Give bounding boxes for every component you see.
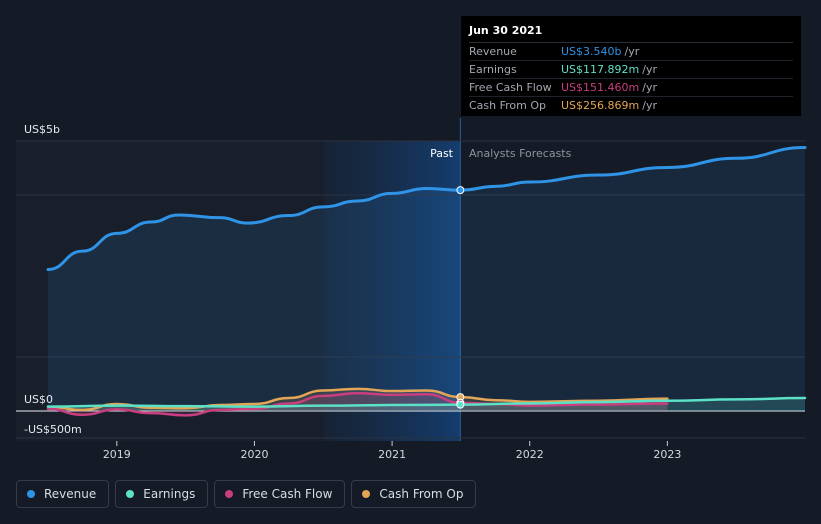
legend-label: Revenue [44, 487, 97, 501]
revenue-line [46, 145, 807, 272]
tooltip-unit: /yr [642, 63, 657, 76]
legend-item-cash-from-op[interactable]: Cash From Op [351, 480, 477, 508]
y-label-zero: US$0 [24, 393, 53, 406]
tooltip-unit: /yr [642, 81, 657, 94]
legend-dot-icon [362, 490, 371, 498]
y-label-top: US$5b [24, 123, 60, 136]
revenue-area [48, 147, 805, 412]
tooltip-value: US$117.892m [561, 63, 640, 76]
revenue-point [456, 186, 465, 195]
past-label: Past [430, 147, 454, 160]
tooltip-date: Jun 30 2021 [469, 24, 793, 43]
legend-item-revenue[interactable]: Revenue [16, 480, 110, 508]
tooltip-row: Earnings US$117.892m/yr [469, 61, 793, 79]
x-tick-label-2019: 2019 [103, 448, 131, 461]
forecast-label: Analysts Forecasts [469, 147, 572, 160]
tooltip: Jun 30 2021 Revenue US$3.540b/yr Earnings U… [461, 16, 801, 116]
tooltip-label: Free Cash Flow [469, 81, 552, 94]
tooltip-label: Earnings [469, 63, 517, 76]
tooltip-label: Cash From Op [469, 99, 547, 112]
legend-label: Earnings [143, 487, 196, 501]
earnings-line [46, 396, 807, 408]
tooltip-unit: /yr [642, 99, 657, 112]
cash-from-op-line [46, 387, 669, 412]
legend-item-free-cash-flow[interactable]: Free Cash Flow [214, 480, 346, 508]
tooltip-value: US$151.460m [561, 81, 640, 94]
tooltip-value: US$3.540b [561, 45, 622, 58]
x-tick-label-2021: 2021 [378, 448, 406, 461]
tooltip-value: US$256.869m [561, 99, 640, 112]
legend-dot-icon [225, 490, 234, 498]
tooltip-unit: /yr [624, 45, 640, 58]
legend-label: Cash From Op [379, 487, 464, 501]
legend-dot-icon [126, 490, 135, 498]
legend: Revenue Earnings Free Cash Flow Cash From O… [16, 480, 477, 508]
y-label-bottom: -US$500m [24, 423, 82, 436]
x-tick-label-2020: 2020 [240, 448, 268, 461]
earnings-point [456, 400, 465, 409]
x-tick-label-2023: 2023 [653, 448, 681, 461]
legend-dot-icon [27, 490, 35, 498]
tooltip-label: Revenue [469, 45, 517, 58]
tooltip-row: Cash From Op US$256.869m/yr [469, 97, 793, 114]
tooltip-row: Revenue US$3.540b/yr [469, 43, 793, 61]
legend-label: Free Cash Flow [242, 487, 333, 501]
legend-item-earnings[interactable]: Earnings [115, 480, 209, 508]
x-tick-label-2022: 2022 [516, 448, 544, 461]
tooltip-row: Free Cash Flow US$151.460m/yr [469, 79, 793, 97]
